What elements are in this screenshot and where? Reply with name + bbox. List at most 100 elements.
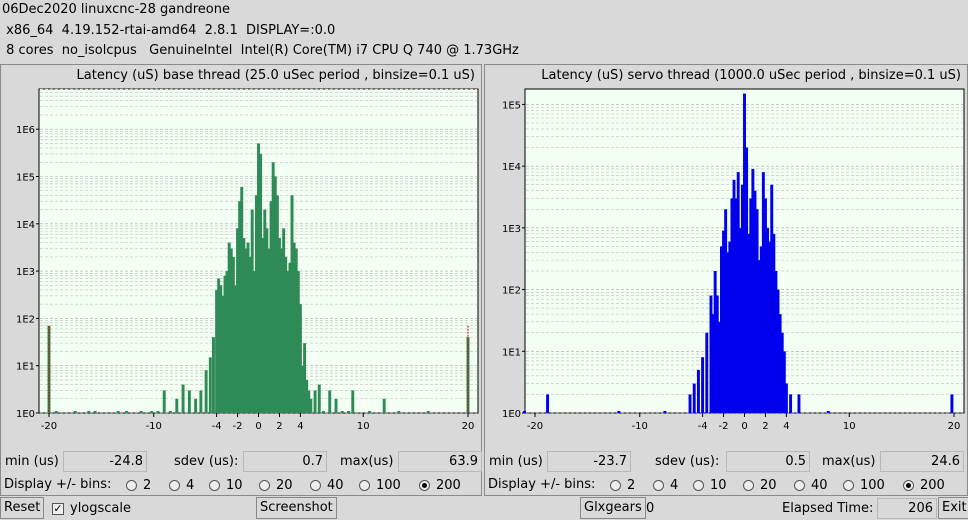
bins-radio-200[interactable]: 200 — [419, 478, 461, 493]
screenshot-button[interactable]: Screenshot — [256, 497, 337, 519]
bins-radio-100[interactable]: 100 — [359, 478, 401, 493]
bins-radio-10[interactable]: 10 — [693, 478, 727, 493]
bins-radio-10[interactable]: 10 — [209, 478, 243, 493]
histogram-bar — [523, 411, 526, 413]
histogram-bar — [784, 383, 788, 413]
exit-button[interactable]: Exit — [938, 497, 968, 519]
max-value: 63.9 — [398, 451, 482, 472]
host-info: 06Dec2020 linuxcnc-28 gandreone — [2, 2, 230, 17]
histogram-bar — [368, 411, 371, 413]
histogram-bar — [763, 198, 767, 413]
radio-indicator — [794, 480, 805, 491]
radio-indicator — [310, 480, 321, 491]
histogram-bar — [301, 365, 304, 413]
histogram-bar — [757, 260, 761, 413]
histogram-bar — [303, 343, 307, 413]
histogram-bar — [755, 209, 759, 413]
y-tick-label: 1E4 — [502, 162, 521, 173]
bins-label: Display +/- bins: — [488, 477, 596, 492]
histogram-bar — [719, 246, 723, 413]
radio-indicator — [169, 480, 180, 491]
y-tick-label: 1E2 — [16, 314, 35, 325]
radio-indicator — [610, 480, 621, 491]
bins-radio-2[interactable]: 2 — [610, 478, 635, 493]
histogram-bar — [225, 271, 229, 413]
x-tick-label: -4 — [212, 421, 222, 432]
ylogscale-checkbox[interactable]: ✓ ylogscale — [52, 501, 131, 516]
servo-thread-bins: Display +/- bins: 2 4 10 20 40 100 200 — [485, 475, 967, 495]
histogram-bar — [761, 172, 765, 413]
histogram-bar — [772, 233, 776, 413]
histogram-bar — [334, 398, 338, 413]
histogram-bar — [789, 394, 793, 413]
x-tick-label: 20 — [462, 421, 475, 432]
histogram-bar — [204, 370, 208, 413]
x-tick-label: -2 — [233, 421, 243, 432]
histogram-bar — [774, 270, 778, 413]
histogram-bar — [351, 390, 355, 413]
histogram-bar — [745, 147, 749, 413]
radio-indicator — [843, 480, 854, 491]
histogram-bar — [726, 252, 730, 413]
histogram-bar — [269, 201, 273, 413]
histogram-bar — [347, 411, 351, 413]
x-tick-label: 4 — [297, 421, 303, 432]
histogram-bar — [734, 198, 738, 413]
histogram-bar — [776, 289, 780, 413]
servo-thread-panel: Latency (uS) servo thread (1000.0 uSec p… — [484, 64, 968, 496]
x-tick-label: -20 — [41, 421, 57, 432]
bins-radio-200[interactable]: 200 — [903, 478, 945, 493]
bins-radio-2[interactable]: 2 — [126, 478, 151, 493]
histogram-bar — [187, 390, 191, 413]
ylogscale-label: ylogscale — [70, 501, 132, 516]
x-tick-label: 20 — [948, 421, 961, 432]
min-label: min (us) — [489, 454, 543, 469]
histogram-bar — [692, 383, 696, 413]
histogram-bar — [747, 233, 751, 413]
histogram-bar — [254, 195, 258, 413]
base-thread-bins: Display +/- bins: 2 4 10 20 40 100 200 — [1, 475, 481, 495]
glxgears-button[interactable]: Glxgears — [580, 497, 646, 519]
bins-radio-40[interactable]: 40 — [794, 478, 828, 493]
min-value: -23.7 — [547, 451, 631, 472]
histogram-bar — [252, 271, 256, 413]
x-tick-label: 2 — [276, 421, 282, 432]
base-thread-panel: Latency (uS) base thread (25.0 uSec peri… — [0, 64, 482, 496]
bins-radio-4[interactable]: 4 — [653, 478, 678, 493]
histogram-bar — [162, 390, 166, 413]
histogram-bar — [724, 209, 728, 413]
histogram-bar — [156, 411, 160, 413]
radio-indicator — [126, 480, 137, 491]
histogram-bar — [139, 411, 143, 413]
histogram-bar — [740, 184, 744, 413]
x-tick-label: 0 — [255, 421, 261, 432]
bins-radio-4[interactable]: 4 — [169, 478, 194, 493]
histogram-bar — [778, 314, 782, 413]
y-tick-label: 1E1 — [502, 347, 521, 358]
histogram-bar — [826, 411, 830, 413]
histogram-bar — [782, 351, 786, 413]
histogram-bar — [426, 411, 430, 413]
histogram-bar — [717, 321, 721, 413]
radio-indicator — [653, 480, 664, 491]
y-tick-label: 1E5 — [16, 173, 35, 184]
radio-indicator — [419, 480, 430, 491]
histogram-bar — [663, 411, 667, 413]
histogram-bar — [73, 411, 77, 413]
bins-radio-20[interactable]: 20 — [259, 478, 293, 493]
bins-radio-100[interactable]: 100 — [843, 478, 885, 493]
bins-radio-20[interactable]: 20 — [743, 478, 777, 493]
histogram-bar — [711, 314, 715, 413]
histogram-bar — [93, 411, 97, 413]
histogram-bar — [688, 394, 692, 413]
histogram-bar — [759, 246, 763, 413]
reset-button[interactable]: Reset — [0, 497, 45, 519]
y-tick-label: 1E6 — [16, 125, 35, 136]
bins-radio-40[interactable]: 40 — [310, 478, 344, 493]
histogram-bar — [250, 209, 254, 413]
x-tick-label: -2 — [719, 421, 729, 432]
histogram-bar — [701, 357, 705, 413]
radio-indicator — [693, 480, 704, 491]
